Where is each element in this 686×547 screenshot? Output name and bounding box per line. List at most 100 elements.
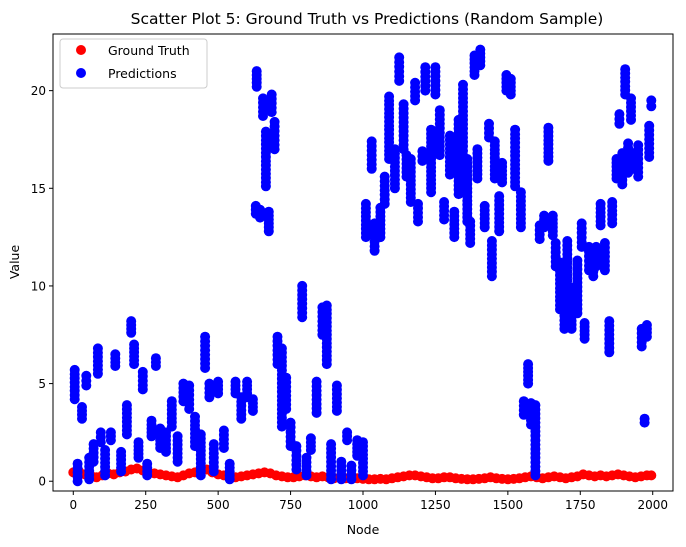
prediction-point	[604, 316, 615, 327]
prediction-point	[269, 116, 280, 127]
prediction-point	[515, 187, 526, 198]
prediction-point	[426, 124, 437, 135]
prediction-point	[247, 394, 258, 405]
prediction-point	[266, 89, 277, 100]
prediction-point	[142, 458, 153, 469]
predictions-series	[69, 44, 657, 487]
x-axis-title: Node	[347, 522, 380, 537]
prediction-point	[251, 66, 262, 77]
prediction-point	[607, 197, 618, 207]
prediction-point	[547, 210, 558, 221]
prediction-point	[639, 413, 650, 424]
y-tick-label: 15	[31, 182, 46, 196]
prediction-point	[263, 206, 274, 217]
x-tick-label: 1250	[420, 498, 451, 512]
prediction-point	[599, 238, 610, 248]
prediction-point	[449, 206, 460, 217]
prediction-point	[358, 437, 368, 448]
prediction-point	[92, 343, 103, 354]
prediction-point	[218, 425, 229, 436]
prediction-point	[562, 236, 573, 246]
y-tick-label: 20	[31, 84, 46, 98]
prediction-point	[126, 316, 137, 327]
prediction-point	[420, 62, 431, 73]
x-tick-label: 1750	[565, 498, 596, 512]
prediction-point	[384, 91, 395, 102]
prediction-point	[510, 124, 521, 135]
prediction-point	[311, 376, 322, 387]
y-axis-title: Value	[7, 245, 22, 280]
prediction-point	[331, 380, 342, 391]
prediction-point	[413, 198, 423, 209]
prediction-point	[595, 198, 606, 209]
prediction-point	[523, 359, 534, 370]
prediction-point	[72, 458, 83, 469]
prediction-point	[505, 73, 516, 84]
prediction-point	[69, 364, 80, 375]
x-tick-label: 1500	[493, 498, 524, 512]
prediction-point	[77, 402, 87, 412]
x-axis-ticks: 0 250 500 750 1000 1250 1500 1750 2000	[69, 491, 668, 512]
y-tick-label: 0	[38, 475, 46, 489]
prediction-point	[204, 378, 215, 389]
prediction-point	[465, 216, 476, 227]
prediction-point	[623, 138, 634, 149]
prediction-point	[462, 154, 473, 164]
prediction-point	[258, 93, 268, 104]
prediction-point	[305, 433, 316, 444]
prediction-point	[255, 204, 266, 215]
x-tick-label: 1000	[348, 498, 379, 512]
legend: Ground Truth Predictions	[59, 38, 208, 89]
prediction-point	[389, 144, 400, 155]
y-tick-label: 5	[38, 377, 46, 391]
prediction-point	[472, 144, 483, 155]
prediction-point	[405, 154, 416, 164]
prediction-point	[494, 191, 505, 202]
prediction-point	[410, 77, 421, 88]
prediction-point	[530, 400, 541, 411]
prediction-point	[166, 396, 177, 407]
prediction-point	[366, 136, 377, 147]
chart-title: Scatter Plot 5: Ground Truth vs Predicti…	[131, 10, 604, 28]
prediction-point	[346, 460, 357, 471]
prediction-point	[326, 439, 337, 450]
prediction-point	[579, 318, 590, 328]
prediction-point	[620, 64, 631, 75]
prediction-point	[479, 200, 490, 211]
prediction-point	[105, 427, 116, 438]
x-tick-label: 750	[279, 498, 302, 512]
prediction-point	[430, 62, 441, 73]
prediction-point	[116, 446, 127, 457]
prediction-point	[550, 238, 561, 248]
x-tick-label: 2000	[637, 498, 668, 512]
plot-frame	[52, 33, 674, 492]
prediction-point	[539, 210, 550, 221]
prediction-point	[200, 331, 211, 342]
prediction-point	[146, 415, 157, 426]
prediction-point	[646, 95, 657, 106]
prediction-point	[297, 280, 308, 291]
prediction-point	[100, 445, 111, 455]
prediction-point	[272, 331, 283, 342]
prediction-point	[321, 300, 332, 311]
prediction-point	[614, 109, 625, 120]
prediction-point	[110, 349, 121, 360]
prediction-point	[342, 427, 353, 438]
legend-label-predictions: Predictions	[108, 66, 177, 81]
prediction-point	[285, 417, 296, 428]
prediction-point	[281, 372, 292, 383]
prediction-point	[497, 157, 508, 168]
prediction-point	[172, 431, 183, 442]
prediction-point	[417, 146, 428, 157]
prediction-point	[184, 380, 195, 391]
prediction-point	[394, 52, 405, 63]
prediction-point	[572, 255, 583, 266]
prediction-point	[190, 411, 200, 422]
prediction-point	[633, 140, 644, 151]
prediction-point	[224, 458, 235, 469]
prediction-point	[276, 343, 287, 354]
prediction-point	[129, 339, 140, 350]
ground-truth-point	[646, 470, 657, 481]
prediction-point	[133, 437, 144, 448]
